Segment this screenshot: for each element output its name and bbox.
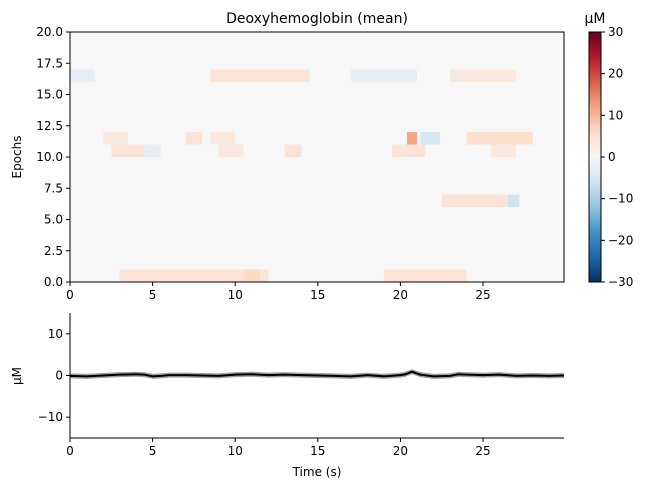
heatmap-cell <box>350 69 417 82</box>
line-y-tick-label: 10 <box>48 327 63 341</box>
heatmap-cell <box>119 269 269 282</box>
heatmap-y-tick-label: 7.5 <box>44 181 63 195</box>
line-x-tick-label: 0 <box>66 444 74 458</box>
heatmap-cell <box>218 144 244 157</box>
heatmap-cell <box>210 132 236 145</box>
heatmap-cell <box>491 144 517 157</box>
heatmap-y-tick-label: 20.0 <box>36 25 63 39</box>
heatmap-x-tick-label: 25 <box>475 288 490 302</box>
heatmap-cell <box>383 269 467 282</box>
heatmap-y-tick-label: 2.5 <box>44 244 63 258</box>
colorbar-tick-label: −20 <box>608 233 633 247</box>
heatmap-cell <box>441 194 508 207</box>
heatmap-cell <box>407 132 417 145</box>
heatmap-cell <box>507 194 520 207</box>
heatmap-title: Deoxyhemoglobin (mean) <box>226 11 408 27</box>
line-y-tick-label: −10 <box>38 410 63 424</box>
line-x-tick-label: 15 <box>310 444 325 458</box>
heatmap-y-tick-label: 10.0 <box>36 150 63 164</box>
line-x-tick-label: 5 <box>149 444 157 458</box>
colorbar-tick-label: 30 <box>608 25 623 39</box>
mean-line <box>70 370 564 378</box>
line-x-tick-label: 20 <box>393 444 408 458</box>
line-x-tick-label: 10 <box>228 444 243 458</box>
heatmap-y-ticks: 0.0 2.5 5.0 7.5 10.0 12.5 15.0 17.5 20.0 <box>36 25 70 289</box>
heatmap-y-tick-label: 17.5 <box>36 56 63 70</box>
heatmap-x-ticks: 0 5 10 15 20 25 <box>66 282 491 302</box>
heatmap-cell <box>284 144 302 157</box>
heatmap-cell <box>450 69 517 82</box>
heatmap-cell <box>466 132 533 145</box>
heatmap-y-tick-label: 15.0 <box>36 88 63 102</box>
colorbar-tick-label: −30 <box>608 275 633 289</box>
heatmap-y-tick-label: 0.0 <box>44 275 63 289</box>
heatmap-cells <box>70 69 533 282</box>
line-y-label: µM <box>10 367 24 385</box>
colorbar-label: µM <box>585 11 606 27</box>
line-x-ticks: 0 5 10 15 20 25 <box>66 438 491 458</box>
heatmap-x-tick-label: 10 <box>228 288 243 302</box>
heatmap-cell <box>420 132 441 145</box>
line-plot-area <box>70 369 564 379</box>
heatmap-x-tick-label: 15 <box>310 288 325 302</box>
line-x-tick-label: 25 <box>475 444 490 458</box>
heatmap-cell <box>111 144 145 157</box>
heatmap-cell <box>144 144 161 157</box>
line-x-label: Time (s) <box>292 465 342 479</box>
heatmap-y-label: Epochs <box>10 136 24 179</box>
line-y-tick-label: 0 <box>55 369 63 383</box>
heatmap-cell <box>70 69 95 82</box>
heatmap-cell <box>243 269 260 282</box>
heatmap-cell <box>103 132 128 145</box>
heatmap-cell <box>185 132 203 145</box>
heatmap-y-tick-label: 12.5 <box>36 119 63 133</box>
heatmap-x-tick-label: 20 <box>393 288 408 302</box>
line-y-ticks: −10 0 10 <box>38 327 70 424</box>
colorbar-tick-label: −10 <box>608 192 633 206</box>
colorbar-ticks: −30 −20 −10 0 10 20 30 <box>601 25 633 289</box>
colorbar-tick-label: 0 <box>608 150 616 164</box>
colorbar <box>588 31 602 283</box>
heatmap-x-tick-label: 0 <box>66 288 74 302</box>
heatmap-cell <box>210 69 310 82</box>
colorbar-tick-label: 10 <box>608 108 623 122</box>
heatmap-x-tick-label: 5 <box>149 288 157 302</box>
colorbar-tick-label: 20 <box>608 67 623 81</box>
heatmap-cell <box>392 144 426 157</box>
heatmap-y-tick-label: 5.0 <box>44 213 63 227</box>
